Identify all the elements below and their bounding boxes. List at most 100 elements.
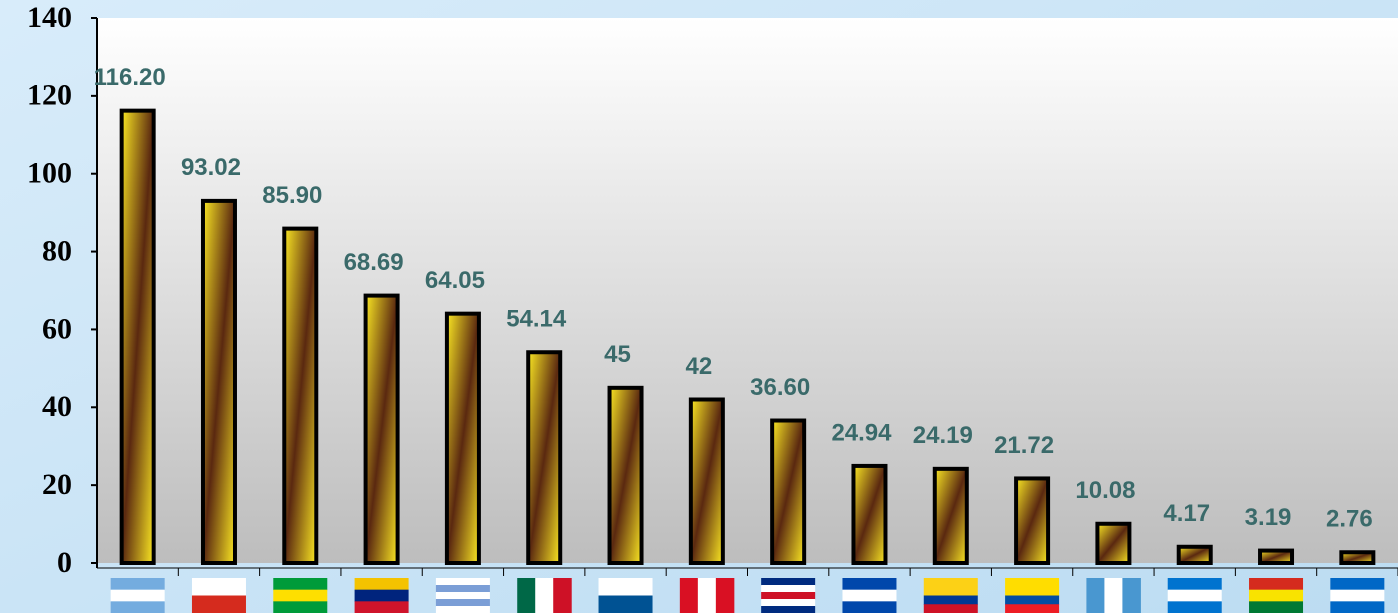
y-tick-label: 120 xyxy=(27,79,72,112)
bar xyxy=(770,418,807,565)
flag xyxy=(679,578,735,613)
value-label: 21.72 xyxy=(994,432,1054,459)
flag xyxy=(1005,578,1060,613)
value-label: 85.90 xyxy=(262,182,322,209)
bar xyxy=(119,108,156,566)
bar xyxy=(526,350,563,566)
y-tick-label: 100 xyxy=(27,157,72,190)
flag-stripe xyxy=(697,578,717,613)
flag xyxy=(923,578,978,613)
flag xyxy=(1249,578,1304,613)
flag-stripe xyxy=(354,578,409,591)
y-tick-label: 140 xyxy=(27,1,72,34)
value-label: 116.20 xyxy=(94,64,166,91)
flag xyxy=(1167,578,1222,613)
bar xyxy=(607,385,644,566)
y-tick-label: 40 xyxy=(42,390,72,423)
flag-stripe xyxy=(1249,578,1304,591)
flag-stripe xyxy=(1005,604,1060,613)
y-tick-label: 20 xyxy=(42,468,72,501)
y-tick-label: 80 xyxy=(42,234,72,267)
value-label: 42 xyxy=(685,353,712,380)
flag-stripe xyxy=(435,585,490,593)
flag-stripe xyxy=(842,589,897,602)
flag-stripe xyxy=(273,578,328,591)
value-label: 45 xyxy=(604,341,631,368)
flag-stripe xyxy=(761,578,816,586)
flag-stripe xyxy=(110,601,165,613)
flag-stripe xyxy=(273,601,328,613)
flag-stripe xyxy=(761,592,816,600)
flag-stripe xyxy=(1330,589,1385,602)
flag-stripe xyxy=(1086,578,1105,613)
flag-stripe xyxy=(435,606,490,613)
flag-stripe xyxy=(1330,578,1385,591)
flag-stripe xyxy=(761,606,816,613)
value-label: 3.19 xyxy=(1245,504,1292,531)
bar xyxy=(282,226,319,565)
flag xyxy=(191,578,246,613)
flag-stripe xyxy=(110,589,165,602)
flag-stripe xyxy=(923,604,978,613)
flag xyxy=(435,578,490,613)
flag-stripe xyxy=(354,589,409,602)
flag-stripe xyxy=(1005,595,1060,605)
flag-stripe xyxy=(435,599,490,607)
flag xyxy=(354,578,409,613)
flag-stripe xyxy=(1005,578,1060,588)
flag-stripe xyxy=(1249,601,1304,613)
flag xyxy=(1086,578,1141,613)
bar xyxy=(1258,548,1295,566)
bar xyxy=(200,198,237,566)
flag-stripe xyxy=(354,601,409,613)
flag-stripe xyxy=(1167,589,1222,602)
flag-stripe xyxy=(517,578,536,613)
bar xyxy=(932,466,969,565)
value-label: 54.14 xyxy=(506,306,567,333)
y-tick-label: 0 xyxy=(57,546,72,579)
bar xyxy=(1176,544,1213,565)
value-label: 24.19 xyxy=(913,422,973,449)
flag-stripe xyxy=(842,578,897,591)
flag xyxy=(517,578,572,613)
flag-stripe xyxy=(761,599,816,607)
flag-stripe xyxy=(715,578,735,613)
flag-stripe xyxy=(1249,589,1304,602)
flag xyxy=(761,578,816,613)
flag-stripe xyxy=(679,578,699,613)
flag-stripe xyxy=(598,578,653,596)
flag-stripe xyxy=(1330,601,1385,613)
flag-stripe xyxy=(842,601,897,613)
value-label: 2.76 xyxy=(1326,506,1373,533)
bar xyxy=(688,397,725,565)
bar xyxy=(444,311,481,565)
bar xyxy=(1014,476,1051,565)
flag xyxy=(842,578,897,613)
flag-stripe xyxy=(923,595,978,605)
value-label: 36.60 xyxy=(750,374,810,401)
flag-stripe xyxy=(191,595,246,613)
flag-stripe xyxy=(598,595,653,613)
value-label: 64.05 xyxy=(425,267,485,294)
value-label: 24.94 xyxy=(831,419,892,446)
flag-stripe xyxy=(1122,578,1141,613)
value-label: 93.02 xyxy=(181,154,241,181)
bar xyxy=(363,293,400,565)
value-label: 4.17 xyxy=(1163,500,1210,527)
flag-stripe xyxy=(553,578,572,613)
flag-stripe xyxy=(923,586,978,596)
flag-stripe xyxy=(435,578,490,586)
flag-stripe xyxy=(1005,586,1060,596)
flag-stripe xyxy=(1104,578,1123,613)
flag-stripe xyxy=(191,578,246,596)
flag xyxy=(1330,578,1385,613)
y-tick-label: 60 xyxy=(42,312,72,345)
value-label: 10.08 xyxy=(1075,477,1135,504)
flag-stripe xyxy=(110,578,165,591)
flag-stripe xyxy=(761,585,816,593)
flag xyxy=(598,578,653,613)
flag-stripe xyxy=(923,578,978,588)
bar xyxy=(851,463,888,565)
flag xyxy=(110,578,165,613)
